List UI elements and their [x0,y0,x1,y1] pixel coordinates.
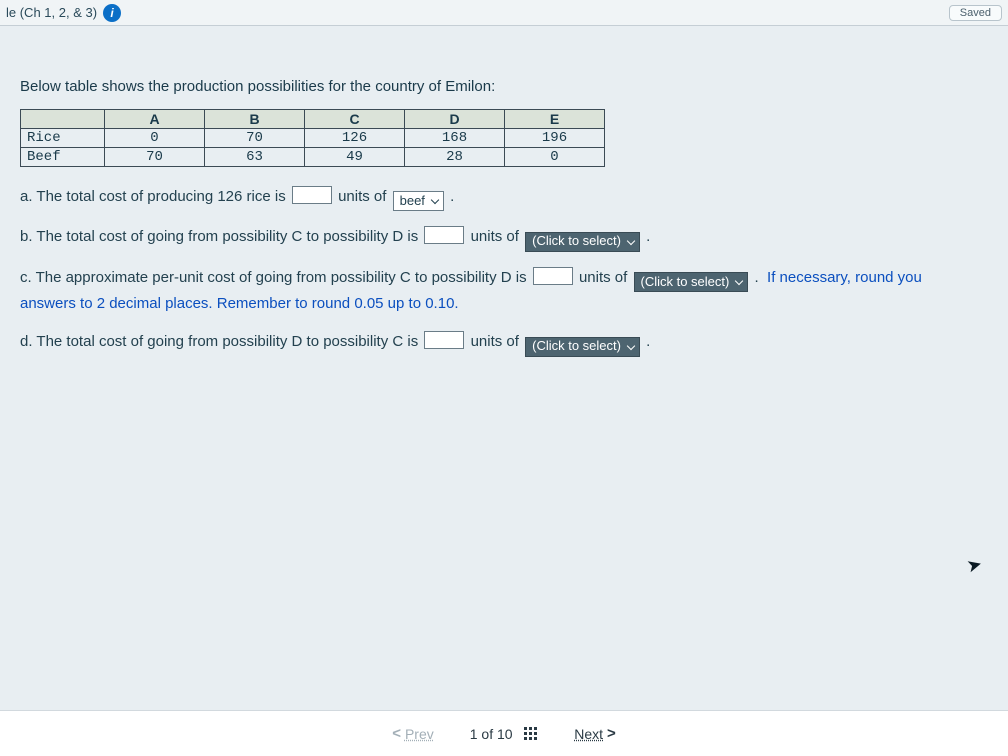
cell: 126 [305,129,405,148]
units-word: units of [338,188,386,205]
cell: 63 [205,148,305,167]
cell: 70 [105,148,205,167]
answer-input-d[interactable] [424,331,464,349]
col-header: B [205,110,305,129]
units-word: units of [471,228,519,245]
col-header: C [305,110,405,129]
answer-input-c[interactable] [533,267,573,285]
answer-input-a[interactable] [292,186,332,204]
pager-footer: < Prev 1 of 10 Next > [0,710,1008,756]
select-value: (Click to select) [641,272,730,293]
cell: 196 [505,129,605,148]
info-icon[interactable]: i [103,4,121,22]
unit-select-c[interactable]: (Click to select) [634,272,749,292]
question-b: b. The total cost of going from possibil… [20,225,988,251]
units-word: units of [579,269,627,286]
ppf-table: A B C D E Rice 0 70 126 168 196 Beef 70 … [20,109,605,167]
next-label: Next [574,726,603,742]
cell: 28 [405,148,505,167]
question-c-text: c. The approximate per-unit cost of goin… [20,269,527,286]
chevron-down-icon [431,196,441,206]
col-header: E [505,110,605,129]
unit-select-d[interactable]: (Click to select) [525,337,640,357]
next-button[interactable]: Next > [574,725,616,742]
period: . [450,188,454,205]
chevron-right-icon: > [607,725,616,742]
question-content: Below table shows the production possibi… [0,26,1008,710]
chapter-label: le (Ch 1, 2, & 3) [6,5,97,20]
select-value: beef [400,191,425,212]
table-corner [21,110,105,129]
top-bar: le (Ch 1, 2, & 3) i Saved [0,0,1008,26]
row-label: Beef [21,148,105,167]
page-counter-group: 1 of 10 [470,726,539,742]
page-counter: 1 of 10 [470,726,513,742]
period: . [646,333,650,350]
chevron-down-icon [627,237,637,247]
col-header: A [105,110,205,129]
cell: 168 [405,129,505,148]
table-row: Rice 0 70 126 168 196 [21,129,605,148]
period: . [755,269,759,286]
cell: 70 [205,129,305,148]
saved-indicator: Saved [949,5,1002,21]
select-value: (Click to select) [532,336,621,357]
prev-label: Prev [405,726,434,742]
question-b-text: b. The total cost of going from possibil… [20,228,418,245]
cell: 0 [105,129,205,148]
chevron-down-icon [627,342,637,352]
answer-input-b[interactable] [424,226,464,244]
units-word: units of [471,333,519,350]
period: . [646,228,650,245]
chevron-left-icon: < [392,725,401,742]
hint-text-1: If necessary, round you [767,269,922,286]
unit-select-b[interactable]: (Click to select) [525,232,640,252]
chevron-down-icon [735,277,745,287]
question-c: c. The approximate per-unit cost of goin… [20,266,988,316]
select-value: (Click to select) [532,231,621,252]
question-d: d. The total cost of going from possibil… [20,330,988,356]
cell: 0 [505,148,605,167]
unit-select-a[interactable]: beef [393,191,444,211]
question-a-text: a. The total cost of producing 126 rice … [20,188,286,205]
prev-button[interactable]: < Prev [392,725,434,742]
table-row: Beef 70 63 49 28 0 [21,148,605,167]
question-d-text: d. The total cost of going from possibil… [20,333,418,350]
intro-text: Below table shows the production possibi… [20,78,988,95]
cell: 49 [305,148,405,167]
question-a: a. The total cost of producing 126 rice … [20,185,988,211]
row-label: Rice [21,129,105,148]
grid-icon[interactable] [524,727,538,741]
col-header: D [405,110,505,129]
hint-text-2: answers to 2 decimal places. Remember to… [20,295,459,312]
